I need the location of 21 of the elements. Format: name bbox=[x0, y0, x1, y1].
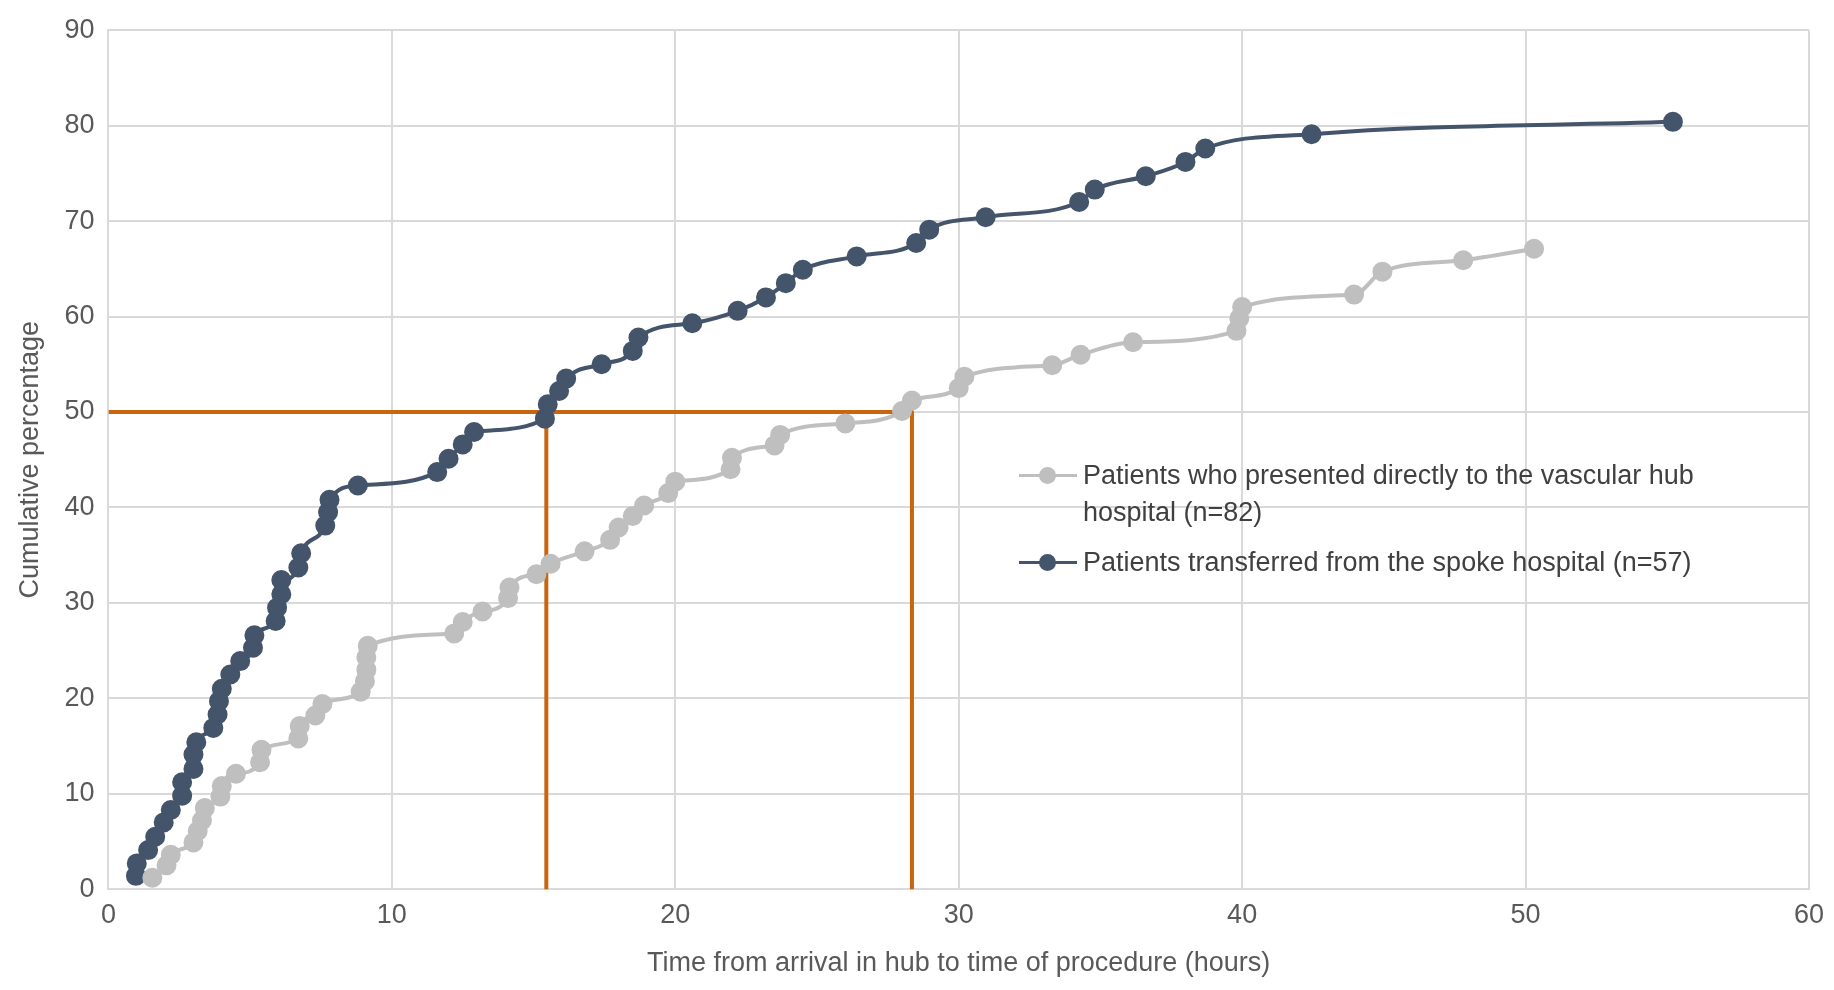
y-tick-label: 40 bbox=[64, 490, 95, 521]
y-tick-label: 90 bbox=[64, 13, 95, 44]
x-tick-label: 40 bbox=[1227, 898, 1258, 929]
x-tick-label: 20 bbox=[660, 898, 691, 929]
y-tick-label: 70 bbox=[64, 204, 95, 235]
y-tick-label: 0 bbox=[79, 872, 95, 903]
y-axis-title: Cumulative percentage bbox=[13, 320, 44, 599]
x-tick-label: 60 bbox=[1793, 898, 1825, 929]
x-tick-label: 0 bbox=[100, 898, 116, 929]
x-tick-label: 50 bbox=[1510, 898, 1541, 929]
legend-label: Patients transferred from the spoke hospital (n=57) bbox=[1082, 545, 1692, 579]
legend-label: Patients who presented directly to the vascular hub hospital (n=82) bbox=[1082, 458, 1695, 529]
x-tick-label: 10 bbox=[376, 898, 407, 929]
y-tick-label: 80 bbox=[64, 109, 95, 140]
x-axis-title: Time from arrival in hub to time of procedure (hours) bbox=[647, 947, 1271, 978]
y-tick-label: 50 bbox=[64, 395, 95, 426]
x-tick-label: 30 bbox=[943, 898, 974, 929]
y-tick-label: 30 bbox=[64, 586, 95, 617]
y-tick-label: 20 bbox=[64, 681, 95, 712]
y-tick-label: 60 bbox=[64, 299, 95, 330]
y-tick-label: 10 bbox=[64, 777, 95, 808]
